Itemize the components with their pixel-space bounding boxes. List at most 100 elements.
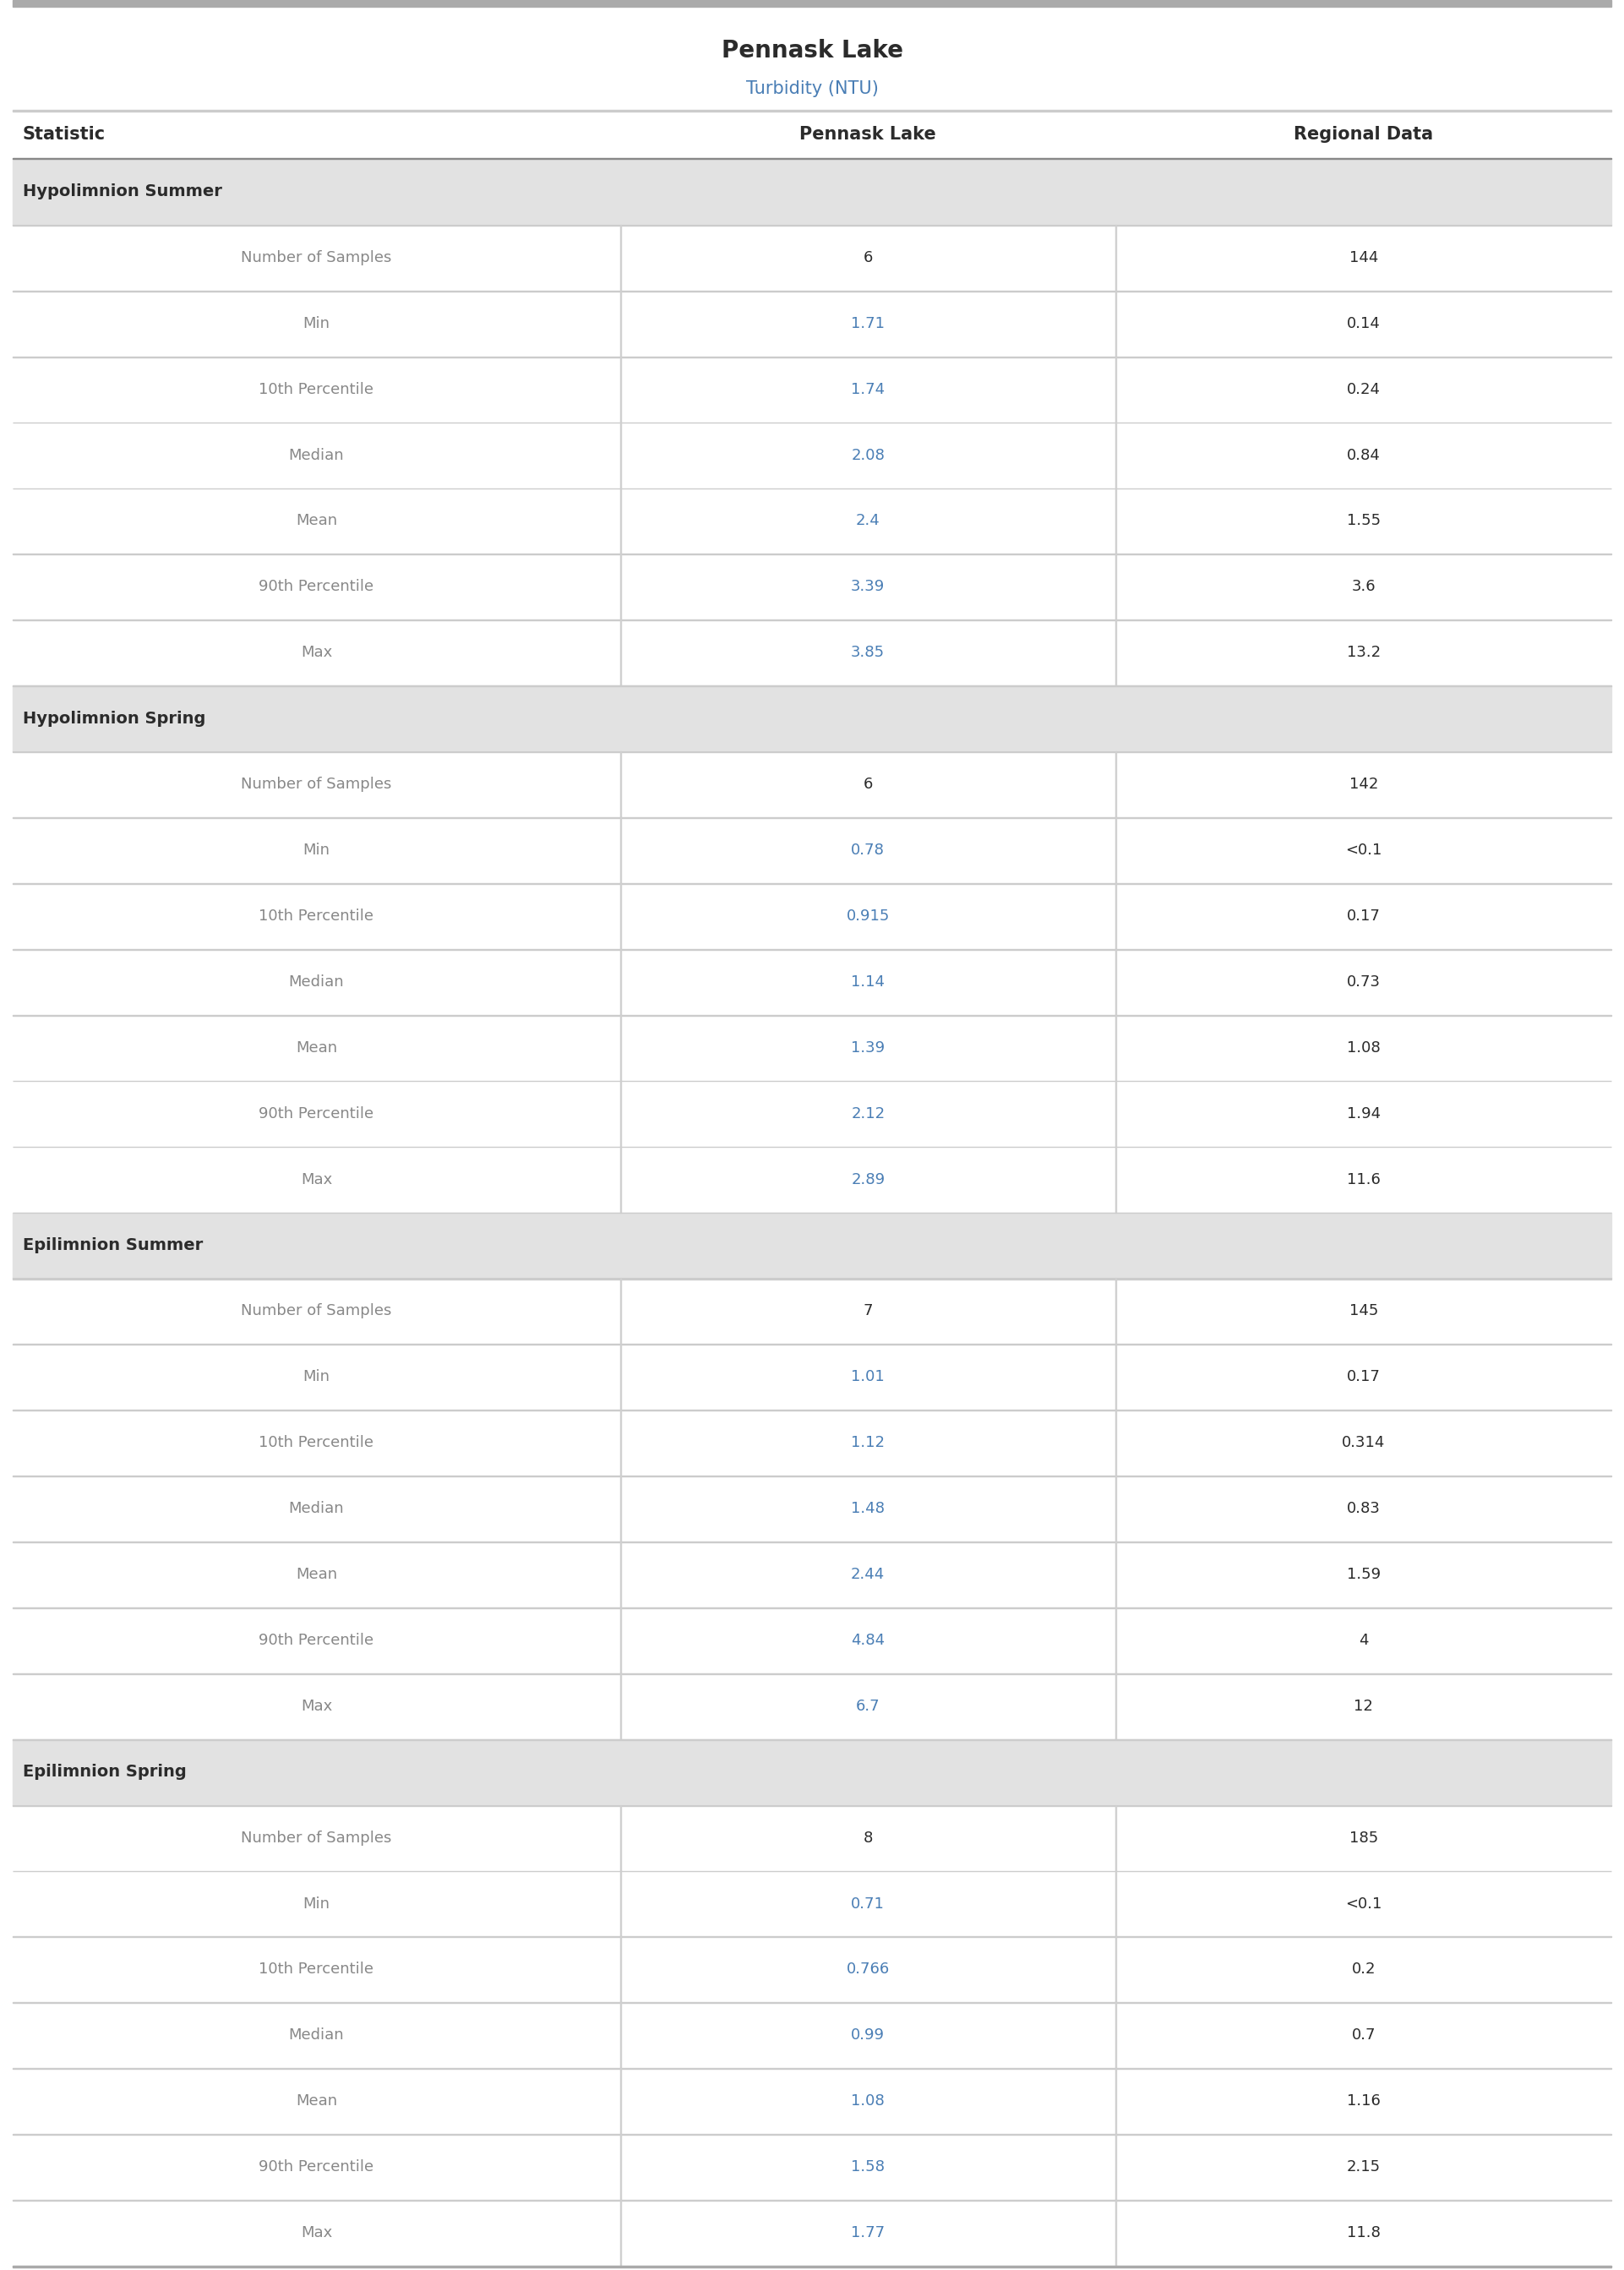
Text: 8: 8 (862, 1830, 872, 1846)
Bar (13, 1476, 1611, 1541)
Text: 2.08: 2.08 (851, 447, 885, 463)
Bar (13, 1146, 1611, 1212)
Text: 0.71: 0.71 (851, 1895, 885, 1911)
Text: Turbidity (NTU): Turbidity (NTU) (745, 79, 879, 98)
Text: 12: 12 (1354, 1698, 1374, 1714)
Text: 0.99: 0.99 (851, 2027, 885, 2043)
Text: 0.24: 0.24 (1346, 381, 1380, 397)
Bar (13, 1870, 1611, 1936)
Text: 3.39: 3.39 (851, 579, 885, 595)
Text: Max: Max (300, 2225, 333, 2240)
Text: 0.2: 0.2 (1351, 1961, 1376, 1977)
Text: 0.314: 0.314 (1341, 1435, 1385, 1451)
Text: 6: 6 (862, 776, 872, 792)
Text: 1.16: 1.16 (1346, 2093, 1380, 2109)
Text: 1.08: 1.08 (1346, 1040, 1380, 1056)
Text: <0.1: <0.1 (1345, 1895, 1382, 1911)
Text: Epilimnion Spring: Epilimnion Spring (23, 1764, 187, 1780)
Text: 0.84: 0.84 (1346, 447, 1380, 463)
Text: 145: 145 (1350, 1303, 1379, 1319)
Text: Pennask Lake: Pennask Lake (721, 39, 903, 64)
Bar (13, 883, 1611, 949)
Bar (13, 2068, 1611, 2134)
Bar (13, 751, 1611, 817)
Text: 6: 6 (862, 250, 872, 266)
Text: Hypolimnion Summer: Hypolimnion Summer (23, 184, 222, 200)
Text: 1.71: 1.71 (851, 316, 885, 331)
Bar (13, 225, 1611, 291)
Bar (13, 1344, 1611, 1410)
Bar (13, 2002, 1611, 2068)
Bar (13, 2134, 1611, 2200)
Text: 11.8: 11.8 (1346, 2225, 1380, 2240)
Bar (13, 1673, 1611, 1739)
Text: Median: Median (289, 1500, 344, 1516)
Text: 10th Percentile: 10th Percentile (258, 1961, 374, 1977)
Text: 1.12: 1.12 (851, 1435, 885, 1451)
Text: 90th Percentile: 90th Percentile (258, 2159, 374, 2175)
Text: 1.08: 1.08 (851, 2093, 885, 2109)
Text: Max: Max (300, 1171, 333, 1187)
Text: 0.73: 0.73 (1346, 974, 1380, 990)
Text: 1.74: 1.74 (851, 381, 885, 397)
Text: Max: Max (300, 1698, 333, 1714)
Text: 10th Percentile: 10th Percentile (258, 908, 374, 924)
Bar (13, 817, 1611, 883)
Text: 0.17: 0.17 (1346, 908, 1380, 924)
Text: Pennask Lake: Pennask Lake (799, 125, 937, 143)
Bar (13, 0, 1611, 7)
Bar (13, 1410, 1611, 1476)
Bar (13, 159, 1611, 225)
Text: Min: Min (304, 1369, 330, 1385)
Text: Max: Max (300, 645, 333, 661)
Text: 142: 142 (1350, 776, 1379, 792)
Text: 1.77: 1.77 (851, 2225, 885, 2240)
Text: 0.14: 0.14 (1346, 316, 1380, 331)
Text: 2.89: 2.89 (851, 1171, 885, 1187)
Bar (13, 620, 1611, 686)
Text: Mean: Mean (296, 2093, 338, 2109)
Bar (13, 422, 1611, 488)
Text: 2.15: 2.15 (1346, 2159, 1380, 2175)
Text: 13.2: 13.2 (1346, 645, 1380, 661)
Text: Mean: Mean (296, 513, 338, 529)
Text: 1.48: 1.48 (851, 1500, 885, 1516)
Text: 2.12: 2.12 (851, 1105, 885, 1121)
Text: 0.17: 0.17 (1346, 1369, 1380, 1385)
Bar (13, 1278, 1611, 1344)
Text: 2.4: 2.4 (856, 513, 880, 529)
Bar (13, 291, 1611, 356)
Text: 6.7: 6.7 (856, 1698, 880, 1714)
Text: Mean: Mean (296, 1566, 338, 1582)
Text: Number of Samples: Number of Samples (240, 1830, 391, 1846)
Text: 1.01: 1.01 (851, 1369, 885, 1385)
Text: 3.6: 3.6 (1351, 579, 1376, 595)
Text: 4: 4 (1359, 1632, 1369, 1648)
Bar (13, 686, 1611, 751)
Text: 11.6: 11.6 (1346, 1171, 1380, 1187)
Text: Hypolimnion Spring: Hypolimnion Spring (23, 711, 206, 726)
Text: 4.84: 4.84 (851, 1632, 885, 1648)
Text: Min: Min (304, 316, 330, 331)
Text: Regional Data: Regional Data (1294, 125, 1434, 143)
Text: 1.39: 1.39 (851, 1040, 885, 1056)
Text: 3.85: 3.85 (851, 645, 885, 661)
Bar (13, 356, 1611, 422)
Text: 0.915: 0.915 (846, 908, 890, 924)
Text: 1.94: 1.94 (1346, 1105, 1380, 1121)
Text: 1.14: 1.14 (851, 974, 885, 990)
Text: Min: Min (304, 1895, 330, 1911)
Bar (13, 554, 1611, 620)
Bar (13, 1805, 1611, 1870)
Text: <0.1: <0.1 (1345, 842, 1382, 858)
Text: 7: 7 (862, 1303, 872, 1319)
Bar (13, 2200, 1611, 2265)
Text: 144: 144 (1350, 250, 1379, 266)
Bar (13, 949, 1611, 1015)
Text: 10th Percentile: 10th Percentile (258, 1435, 374, 1451)
Text: 185: 185 (1350, 1830, 1379, 1846)
Text: 90th Percentile: 90th Percentile (258, 579, 374, 595)
Text: 1.59: 1.59 (1346, 1566, 1380, 1582)
Text: Min: Min (304, 842, 330, 858)
Text: 1.58: 1.58 (851, 2159, 885, 2175)
